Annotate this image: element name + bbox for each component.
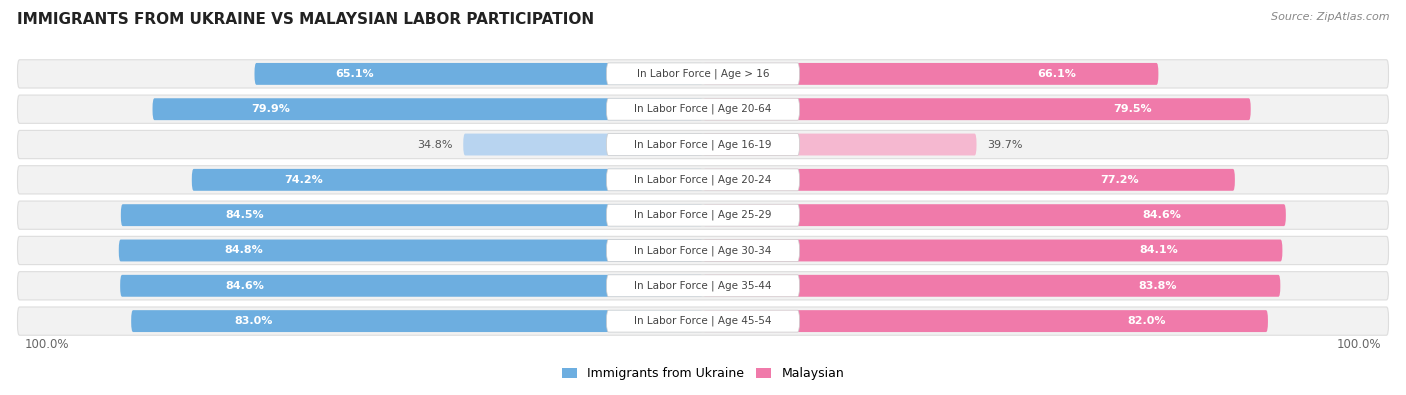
Text: 66.1%: 66.1% [1038, 69, 1077, 79]
Text: IMMIGRANTS FROM UKRAINE VS MALAYSIAN LABOR PARTICIPATION: IMMIGRANTS FROM UKRAINE VS MALAYSIAN LAB… [17, 12, 593, 27]
Text: In Labor Force | Age 30-34: In Labor Force | Age 30-34 [634, 245, 772, 256]
FancyBboxPatch shape [17, 166, 1389, 194]
FancyBboxPatch shape [17, 95, 1389, 123]
Text: 39.7%: 39.7% [987, 139, 1022, 150]
FancyBboxPatch shape [703, 239, 1282, 261]
Text: In Labor Force | Age 20-64: In Labor Force | Age 20-64 [634, 104, 772, 115]
Text: 77.2%: 77.2% [1101, 175, 1139, 185]
FancyBboxPatch shape [17, 307, 1389, 335]
FancyBboxPatch shape [703, 204, 1286, 226]
FancyBboxPatch shape [703, 275, 1281, 297]
FancyBboxPatch shape [703, 169, 1234, 191]
Text: 83.8%: 83.8% [1137, 281, 1177, 291]
Text: 34.8%: 34.8% [418, 139, 453, 150]
Text: 65.1%: 65.1% [335, 69, 374, 79]
FancyBboxPatch shape [121, 204, 703, 226]
FancyBboxPatch shape [17, 201, 1389, 229]
FancyBboxPatch shape [606, 169, 800, 191]
FancyBboxPatch shape [17, 60, 1389, 88]
Text: In Labor Force | Age 35-44: In Labor Force | Age 35-44 [634, 280, 772, 291]
FancyBboxPatch shape [703, 310, 1268, 332]
FancyBboxPatch shape [131, 310, 703, 332]
Text: 79.5%: 79.5% [1114, 104, 1152, 114]
Text: In Labor Force | Age 16-19: In Labor Force | Age 16-19 [634, 139, 772, 150]
Text: Source: ZipAtlas.com: Source: ZipAtlas.com [1271, 12, 1389, 22]
Text: 84.5%: 84.5% [225, 210, 264, 220]
FancyBboxPatch shape [606, 275, 800, 297]
FancyBboxPatch shape [606, 310, 800, 332]
FancyBboxPatch shape [191, 169, 703, 191]
FancyBboxPatch shape [606, 63, 800, 85]
FancyBboxPatch shape [606, 134, 800, 156]
Text: 79.9%: 79.9% [252, 104, 291, 114]
Text: 84.1%: 84.1% [1139, 245, 1178, 256]
FancyBboxPatch shape [118, 239, 703, 261]
Text: 84.6%: 84.6% [225, 281, 264, 291]
FancyBboxPatch shape [254, 63, 703, 85]
Text: 83.0%: 83.0% [235, 316, 273, 326]
Legend: Immigrants from Ukraine, Malaysian: Immigrants from Ukraine, Malaysian [562, 367, 844, 380]
Text: 100.0%: 100.0% [24, 338, 69, 351]
Text: In Labor Force | Age 20-24: In Labor Force | Age 20-24 [634, 175, 772, 185]
FancyBboxPatch shape [17, 236, 1389, 265]
FancyBboxPatch shape [703, 134, 977, 156]
Text: In Labor Force | Age 45-54: In Labor Force | Age 45-54 [634, 316, 772, 326]
FancyBboxPatch shape [152, 98, 703, 120]
Text: 82.0%: 82.0% [1128, 316, 1166, 326]
FancyBboxPatch shape [703, 98, 1251, 120]
FancyBboxPatch shape [606, 98, 800, 120]
Text: In Labor Force | Age > 16: In Labor Force | Age > 16 [637, 69, 769, 79]
Text: 84.6%: 84.6% [1142, 210, 1181, 220]
FancyBboxPatch shape [703, 63, 1159, 85]
Text: 100.0%: 100.0% [1337, 338, 1382, 351]
Text: 84.8%: 84.8% [224, 245, 263, 256]
FancyBboxPatch shape [120, 275, 703, 297]
FancyBboxPatch shape [17, 272, 1389, 300]
FancyBboxPatch shape [463, 134, 703, 156]
FancyBboxPatch shape [17, 130, 1389, 159]
FancyBboxPatch shape [606, 239, 800, 261]
FancyBboxPatch shape [606, 204, 800, 226]
Text: 74.2%: 74.2% [284, 175, 322, 185]
Text: In Labor Force | Age 25-29: In Labor Force | Age 25-29 [634, 210, 772, 220]
